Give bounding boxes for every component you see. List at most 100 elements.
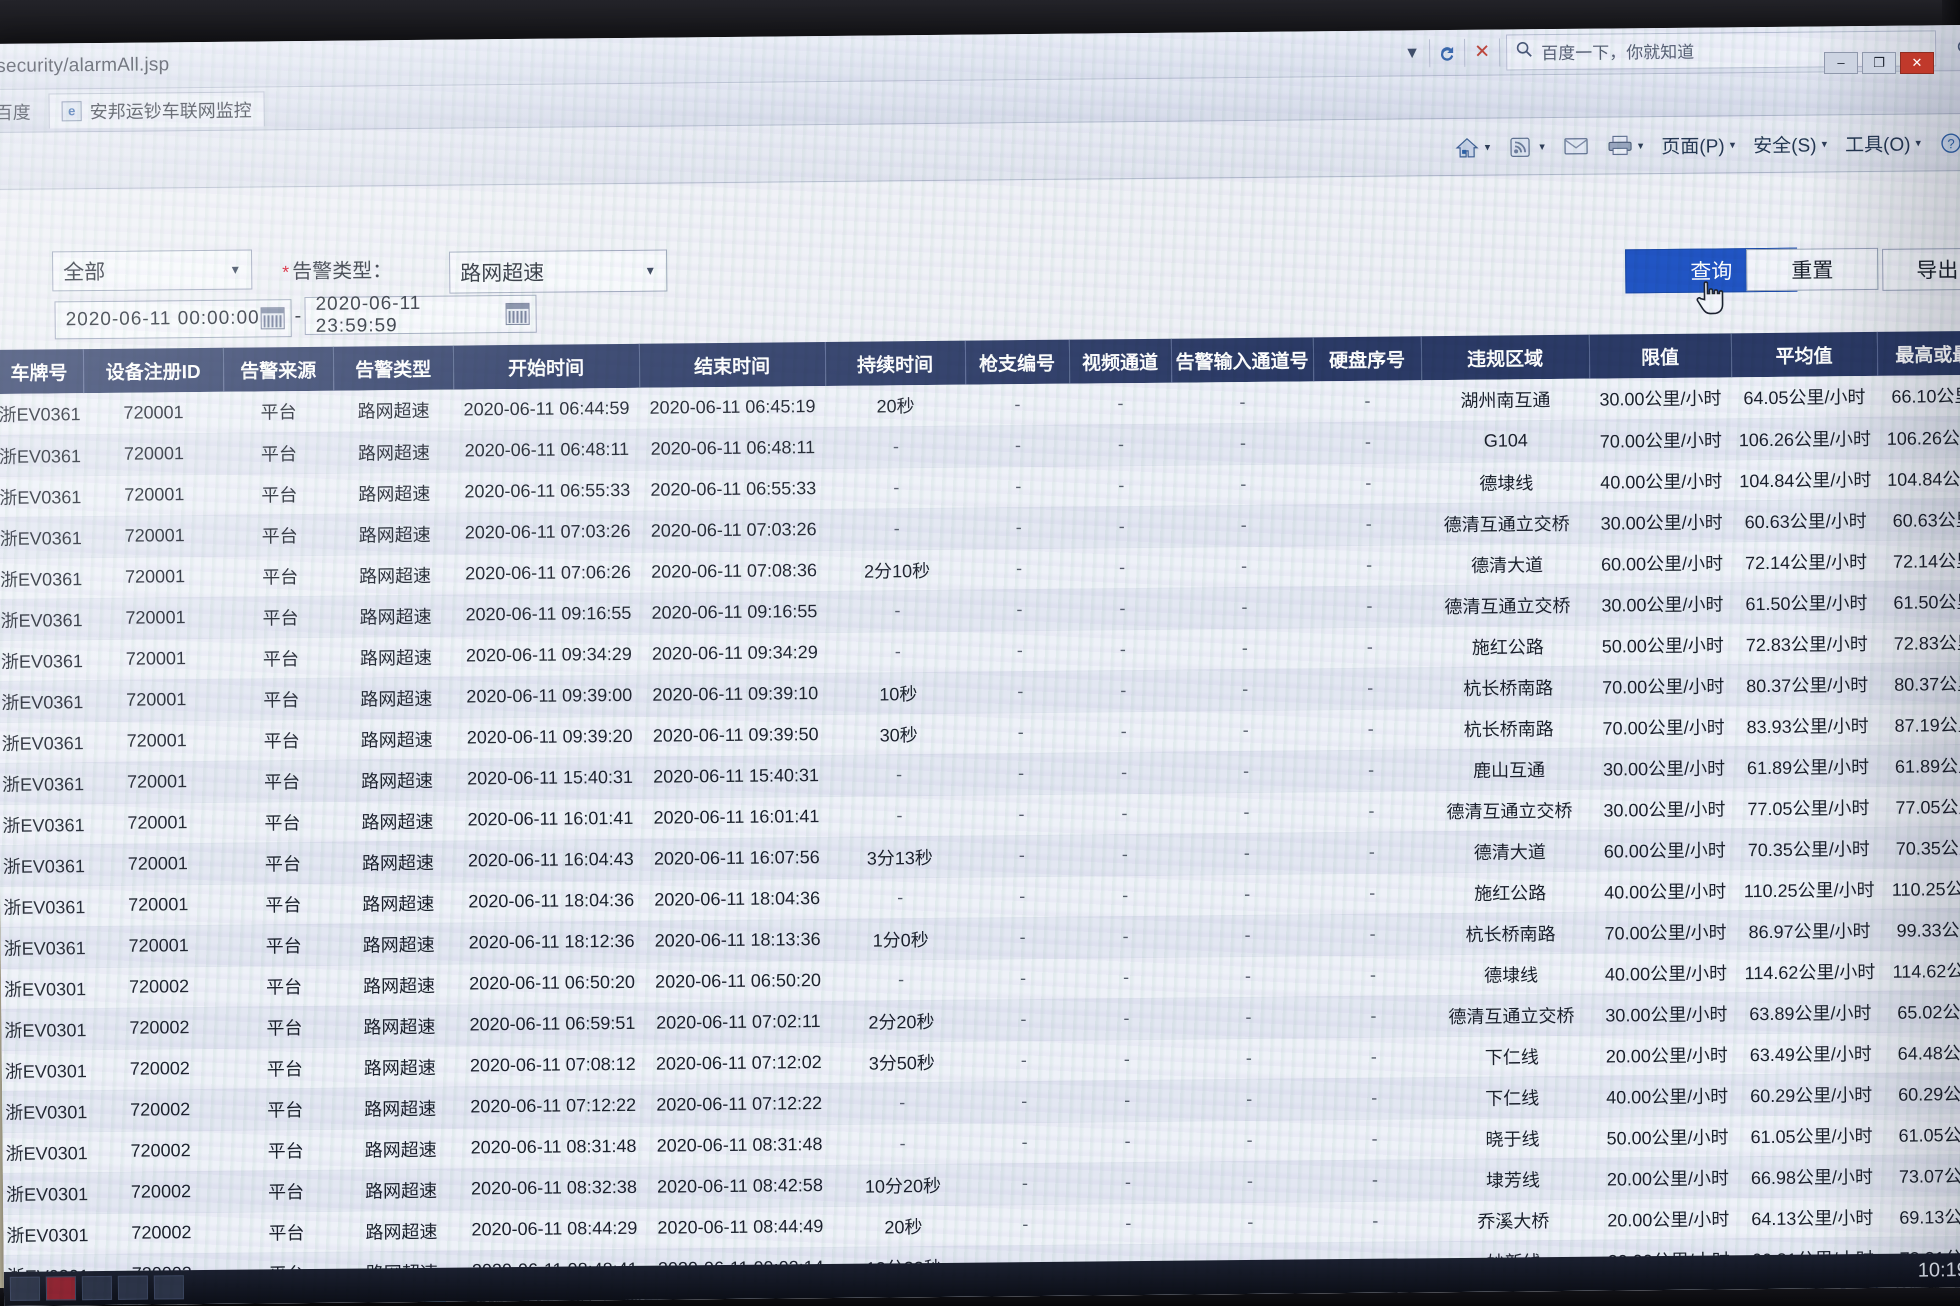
cell-r18-c5: 2020-06-11 08:31:48 xyxy=(646,1123,833,1167)
chevron-down-icon[interactable]: ▾ xyxy=(1637,140,1644,153)
column-header-10[interactable]: 硬盘序号 xyxy=(1312,336,1422,382)
calendar-icon[interactable] xyxy=(505,302,530,326)
column-header-12[interactable]: 限值 xyxy=(1588,333,1732,379)
cell-r10-c14: 77.05公里/小时 xyxy=(1881,784,1960,827)
rss-feed-icon[interactable]: ▾ xyxy=(1500,131,1553,164)
cell-r1-c10: - xyxy=(1313,421,1423,464)
cell-r20-c5: 2020-06-11 08:44:49 xyxy=(647,1205,834,1249)
column-header-1[interactable]: 设备注册ID xyxy=(82,347,224,394)
chevron-down-icon[interactable]: ▾ xyxy=(1407,42,1418,64)
cell-r14-c5: 2020-06-11 06:50:20 xyxy=(644,959,832,1003)
cell-r5-c0: 浙EV0361 xyxy=(0,598,86,640)
help-icon[interactable]: ? xyxy=(1931,126,1960,158)
column-header-3[interactable]: 告警类型 xyxy=(332,345,454,391)
cell-r3-c10: - xyxy=(1314,503,1423,546)
end-time-value: 2020-06-11 23:59:59 xyxy=(315,292,422,337)
taskbar-item-2[interactable] xyxy=(45,1276,77,1301)
cell-r4-c3: 路网超速 xyxy=(334,553,456,596)
cell-r12-c13: 110.25公里/小时 xyxy=(1736,867,1883,911)
export-button[interactable]: 导出 xyxy=(1882,247,1960,291)
column-header-8[interactable]: 视频通道 xyxy=(1068,338,1172,384)
column-header-13[interactable]: 平均值 xyxy=(1730,331,1878,378)
start-time-input[interactable]: 2020-06-11 00:00:00 xyxy=(54,299,292,340)
cell-r15-c9: - xyxy=(1177,996,1320,1039)
cell-r2-c13: 104.84公里/小时 xyxy=(1732,457,1879,501)
chevron-down-icon[interactable]: ▾ xyxy=(1539,141,1545,154)
cell-r13-c2: 平台 xyxy=(228,923,339,966)
security-menu[interactable]: 安全(S) ▾ xyxy=(1745,126,1835,162)
column-header-0[interactable]: 车牌号 xyxy=(0,349,84,394)
taskbar-item-3[interactable] xyxy=(81,1275,113,1301)
search-icon-right[interactable] xyxy=(1948,30,1960,64)
cell-r15-c7: - xyxy=(971,998,1076,1041)
stop-x-icon[interactable]: ✕ xyxy=(1474,41,1491,63)
cell-r19-c3: 路网超速 xyxy=(340,1168,462,1211)
window-controls: – ❐ ✕ xyxy=(1824,52,1934,74)
cell-r11-c11: 德清大道 xyxy=(1425,829,1595,873)
svg-text:?: ? xyxy=(1947,136,1954,151)
cell-r6-c3: 路网超速 xyxy=(335,635,457,678)
cell-r13-c0: 浙EV0361 xyxy=(0,926,89,968)
cell-r10-c8: - xyxy=(1073,792,1176,835)
cell-r5-c5: 2020-06-11 09:16:55 xyxy=(641,591,828,634)
cell-r0-c12: 30.00公里/小时 xyxy=(1589,377,1732,420)
printer-icon[interactable]: ▾ xyxy=(1599,130,1652,163)
cell-r7-c5: 2020-06-11 09:39:10 xyxy=(642,673,829,716)
taskbar-item-1[interactable] xyxy=(9,1276,41,1301)
column-header-14[interactable]: 最高或最低值 xyxy=(1876,330,1960,376)
cell-r15-c10: - xyxy=(1319,995,1428,1038)
cell-r8-c12: 70.00公里/小时 xyxy=(1592,705,1735,748)
cell-r6-c0: 浙EV0361 xyxy=(0,639,87,681)
cell-r17-c0: 浙EV0301 xyxy=(2,1090,91,1132)
column-header-11[interactable]: 违规区域 xyxy=(1420,334,1590,381)
taskbar-item-5[interactable] xyxy=(153,1275,185,1300)
reset-button[interactable]: 重置 xyxy=(1746,247,1879,292)
cell-r9-c8: - xyxy=(1072,751,1176,794)
alarm-type-select-value: 路网超速 xyxy=(460,261,545,286)
favorites-item-baidu[interactable]: 百度 xyxy=(0,102,31,123)
address-url-text[interactable]: security/alarmAll.jsp xyxy=(0,53,170,77)
refresh-icon[interactable] xyxy=(1430,35,1464,69)
cell-r17-c5: 2020-06-11 07:12:22 xyxy=(646,1082,833,1126)
chevron-down-icon[interactable]: ▾ xyxy=(1729,139,1736,152)
cell-r18-c10: - xyxy=(1320,1118,1429,1161)
end-time-input[interactable]: 2020-06-11 23:59:59 xyxy=(304,292,537,337)
cell-r1-c4: 2020-06-11 06:48:11 xyxy=(453,428,641,472)
alarm-type-select[interactable]: 路网超速 ▼ xyxy=(449,249,668,294)
cell-r2-c12: 40.00公里/小时 xyxy=(1590,459,1733,502)
cell-r13-c7: - xyxy=(970,916,1075,959)
column-header-4[interactable]: 开始时间 xyxy=(452,343,640,390)
column-header-2[interactable]: 告警来源 xyxy=(222,346,334,392)
cell-r7-c13: 80.37公里/小时 xyxy=(1734,662,1881,706)
chevron-down-icon[interactable]: ▾ xyxy=(1484,141,1491,154)
column-header-5[interactable]: 结束时间 xyxy=(638,342,826,388)
window-close-button[interactable]: ✕ xyxy=(1900,52,1934,74)
cell-r11-c10: - xyxy=(1317,831,1427,874)
cell-r0-c2: 平台 xyxy=(223,390,334,433)
chevron-down-icon[interactable]: ▾ xyxy=(1821,138,1828,151)
tools-menu[interactable]: 工具(O) ▾ xyxy=(1837,125,1929,161)
window-restore-button[interactable]: ❐ xyxy=(1862,52,1896,74)
calendar-icon[interactable] xyxy=(260,307,285,330)
column-header-9[interactable]: 告警输入通道号 xyxy=(1170,337,1314,383)
cell-r20-c11: 乔溪大桥 xyxy=(1429,1198,1598,1242)
browser-tab[interactable]: e 安邦运钞车联网监控 xyxy=(48,91,265,129)
cell-r11-c8: - xyxy=(1073,833,1177,876)
search-input[interactable]: 百度一下，你就知道 xyxy=(1505,29,1937,70)
chevron-down-icon[interactable]: ▾ xyxy=(1915,137,1922,150)
cell-r11-c2: 平台 xyxy=(227,841,339,884)
home-icon[interactable]: ▾ xyxy=(1446,131,1499,164)
column-header-6[interactable]: 持续时间 xyxy=(824,340,966,387)
column-header-7[interactable]: 枪支编号 xyxy=(964,339,1070,385)
cell-r14-c10: - xyxy=(1318,954,1428,997)
cell-r19-c11: 埭芳线 xyxy=(1428,1157,1598,1201)
browser-address-bar: security/alarmAll.jsp ▾ ✕ 百度一下，你就知道 xyxy=(0,24,1960,90)
page-menu[interactable]: 页面(P) ▾ xyxy=(1653,127,1743,163)
cell-r19-c9: - xyxy=(1178,1160,1322,1203)
cell-r1-c14: 106.26公里/小时 xyxy=(1877,415,1960,458)
cell-r18-c2: 平台 xyxy=(230,1128,341,1171)
window-minimize-button[interactable]: – xyxy=(1824,52,1858,74)
scope-select[interactable]: 全部 ▼ xyxy=(51,249,253,292)
taskbar-item-4[interactable] xyxy=(117,1275,149,1300)
mail-icon[interactable] xyxy=(1555,130,1597,162)
